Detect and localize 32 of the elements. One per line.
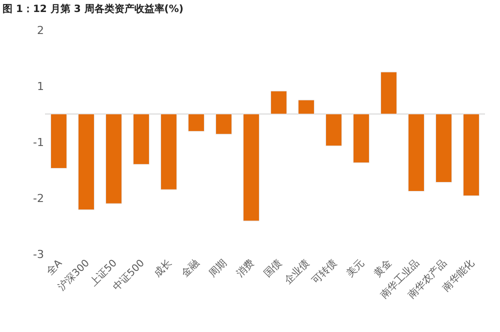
y-tick-label: 2 [37, 24, 44, 37]
y-tick-label: -3 [33, 248, 44, 261]
bar [380, 72, 397, 114]
bar [408, 114, 424, 192]
bar [106, 114, 122, 204]
chart-title: 图 1：12 月第 3 周各类资产收益率(%) [2, 2, 184, 15]
x-tick-label: 国债 [262, 258, 284, 280]
bar [160, 114, 177, 190]
y-tick-label: 1 [37, 80, 44, 93]
x-tick-label: 可转债 [310, 257, 340, 287]
bar [463, 114, 480, 196]
x-tick-label: 周期 [206, 257, 230, 280]
bar [133, 114, 150, 165]
bar [243, 114, 260, 222]
bar [298, 100, 314, 114]
bar [78, 114, 94, 210]
bar [216, 114, 232, 134]
bar [436, 114, 452, 183]
x-tick-label: 成长 [152, 257, 174, 280]
bar [50, 114, 67, 169]
x-tick-label: 黄金 [372, 257, 394, 280]
x-tick-label: 企业债 [282, 257, 312, 287]
bar [353, 114, 370, 163]
y-tick-label: -1 [33, 136, 44, 149]
x-tick-label: 美元 [344, 257, 367, 280]
bar [188, 114, 204, 132]
y-tick-label: -2 [33, 192, 44, 205]
bar [270, 90, 287, 114]
x-tick-label: 消费 [234, 257, 257, 280]
x-tick-label: 金融 [179, 257, 202, 280]
x-tick-label: 全A [44, 257, 65, 278]
bar [326, 114, 342, 146]
